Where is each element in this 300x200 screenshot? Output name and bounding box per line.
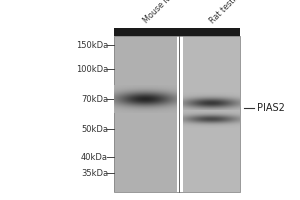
Text: 40kDa: 40kDa bbox=[81, 152, 108, 162]
Text: 100kDa: 100kDa bbox=[76, 64, 108, 73]
Text: PIAS2: PIAS2 bbox=[256, 103, 284, 113]
Text: 35kDa: 35kDa bbox=[81, 168, 108, 178]
Text: 150kDa: 150kDa bbox=[76, 40, 108, 49]
Text: Mouse lung: Mouse lung bbox=[142, 0, 181, 25]
Text: 70kDa: 70kDa bbox=[81, 95, 108, 104]
Text: Rat testis: Rat testis bbox=[208, 0, 241, 25]
Bar bbox=[183, 36, 240, 192]
Bar bbox=[114, 36, 177, 192]
Bar bbox=[114, 36, 240, 192]
Text: 50kDa: 50kDa bbox=[81, 124, 108, 134]
Bar bbox=[114, 28, 240, 36]
